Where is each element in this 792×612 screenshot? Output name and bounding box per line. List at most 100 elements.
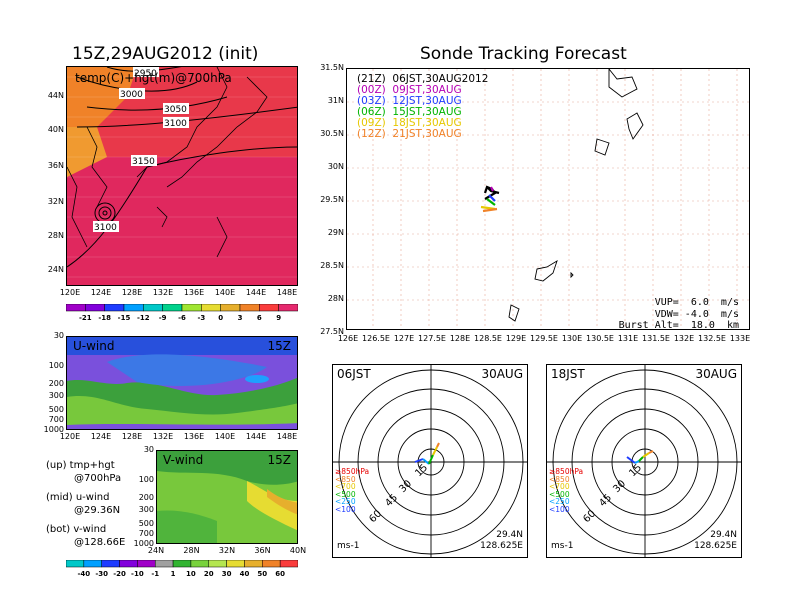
level-legend-item: <850 bbox=[335, 474, 356, 484]
main-y-tick: 29.5N bbox=[320, 195, 344, 204]
contour-label-3150: 3150 bbox=[132, 157, 155, 167]
u-wind-x-tick: 128E bbox=[121, 432, 143, 441]
main-x-tick: 131E bbox=[617, 334, 639, 343]
u-wind-y-tick: 100 bbox=[48, 361, 64, 370]
main-y-tick: 31.5N bbox=[320, 63, 344, 72]
temp-colorbar-swatch bbox=[66, 304, 86, 312]
wind-colorbar-label: 20 bbox=[204, 570, 214, 578]
temp-colorbar-swatch bbox=[123, 304, 144, 312]
level-legend-item: <250 bbox=[549, 497, 570, 506]
temp-colorbar-label: -21 bbox=[79, 314, 92, 322]
u-wind-x-tick: 132E bbox=[152, 432, 174, 441]
main-y-tick: 31N bbox=[327, 96, 344, 105]
wind-colorbar-label: 30 bbox=[222, 570, 232, 578]
main-x-tick: 128.5E bbox=[474, 334, 502, 343]
u-wind-label: U-wind bbox=[73, 339, 115, 353]
u-wind-y-tick: 700 bbox=[48, 415, 64, 424]
main-x-tick: 127.5E bbox=[418, 334, 446, 343]
main-x-tick: 128E bbox=[449, 334, 471, 343]
map700-y-tick: 24N bbox=[47, 265, 64, 274]
u-wind-y-tick: 30 bbox=[53, 331, 64, 340]
hodograph-segment bbox=[642, 452, 650, 458]
main-x-tick: 126E bbox=[337, 334, 359, 343]
hodograph-segment bbox=[414, 458, 424, 463]
wind-colorbar-label: 50 bbox=[257, 570, 267, 578]
temp-colorbar-swatch bbox=[220, 304, 241, 312]
level-legend-item: <500 bbox=[549, 489, 570, 499]
u-wind-panel: U-wind 15Z bbox=[66, 336, 298, 430]
polar-ring-label: 15 bbox=[413, 462, 430, 479]
contour-label-3000: 3000 bbox=[120, 90, 143, 100]
note-up-line2: @700hPa bbox=[74, 473, 122, 484]
v-wind-x-tick: 24N bbox=[147, 546, 165, 555]
temp-colorbar-label: -3 bbox=[197, 314, 205, 322]
main-y-tick: 29N bbox=[327, 228, 344, 237]
v-wind-y-tick: 1000 bbox=[133, 539, 154, 548]
polar-right-lon: 128.625E bbox=[694, 541, 737, 551]
v-wind-y-tick: 500 bbox=[138, 519, 154, 528]
main-y-tick: 28N bbox=[327, 294, 344, 303]
hodograph-segment bbox=[638, 456, 644, 462]
v-wind-x-tick: 36N bbox=[254, 546, 271, 555]
wind-colorbar: -40 -30 -20 -10 -1 1 10 20 30 40 50 60 bbox=[66, 560, 298, 578]
main-x-tick: 129.5E bbox=[530, 334, 558, 343]
level-legend-item: ≥850hPa bbox=[335, 467, 370, 476]
temp-colorbar-swatch bbox=[259, 304, 279, 312]
temp-colorbar-swatch bbox=[239, 304, 260, 312]
wind-colorbar-label: -40 bbox=[78, 570, 91, 578]
contour-label-3100-low: 3100 bbox=[94, 223, 117, 233]
map700-x-tick: 128E bbox=[121, 288, 143, 297]
main-x-tick: 132E bbox=[673, 334, 695, 343]
burst-alt-text: Burst Alt= 18.0 km bbox=[618, 320, 739, 330]
v-wind-y-tick: 100 bbox=[138, 475, 154, 484]
u-wind-x-tick: 144E bbox=[245, 432, 267, 441]
note-up-line1: (up) tmp+hgt bbox=[46, 460, 115, 471]
map700-label: temp(C)+hgt(m)@700hPa bbox=[75, 71, 232, 85]
map700-y-tick: 32N bbox=[47, 197, 64, 206]
wind-colorbar-label: 60 bbox=[275, 570, 285, 578]
polar-ring-label: 45 bbox=[597, 492, 614, 509]
level-legend-item: <700 bbox=[549, 482, 570, 491]
hodograph-segment bbox=[432, 446, 438, 456]
wind-colorbar-swatch bbox=[101, 560, 120, 568]
main-x-tick: 127E bbox=[393, 334, 415, 343]
polar-right-lat: 29.4N bbox=[710, 530, 737, 540]
main-y-tick: 30N bbox=[327, 162, 344, 171]
track-legend-item: (12Z) 21JST,30AUG bbox=[357, 128, 462, 140]
hodograph-segment bbox=[648, 450, 654, 454]
v-wind-label: V-wind bbox=[163, 453, 204, 467]
hodograph-segment bbox=[428, 454, 434, 465]
map700-x-tick: 148E bbox=[276, 288, 298, 297]
wind-colorbar-swatch bbox=[279, 560, 298, 568]
track-legend-item: (00Z) 09JST,30AUG bbox=[357, 84, 462, 96]
wind-colorbar-swatch bbox=[172, 560, 192, 568]
polar-panel-18jst: 15 30 45 60 18JST 30AUG ms-1 29.4N 128.625E… bbox=[546, 364, 742, 558]
polar-ring-label: 15 bbox=[627, 462, 644, 479]
wind-colorbar-label: -20 bbox=[113, 570, 126, 578]
wind-colorbar-swatch bbox=[244, 560, 263, 568]
wind-colorbar-swatch bbox=[208, 560, 227, 568]
main-y-tick: 28.5N bbox=[320, 261, 344, 270]
level-legend-item: <850 bbox=[549, 474, 570, 484]
u-wind-y-tick: 1000 bbox=[43, 425, 64, 434]
temp-colorbar-label: 6 bbox=[257, 314, 262, 322]
track-legend-item: (06Z) 15JST,30AUG bbox=[357, 106, 462, 118]
polar-ring-label: 45 bbox=[383, 492, 400, 509]
main-title: Sonde Tracking Forecast bbox=[420, 44, 627, 64]
v-wind-x-tick: 28N bbox=[183, 546, 200, 555]
temp-colorbar-swatch bbox=[201, 304, 221, 312]
polar-panel-06jst: 15 30 45 60 06JST 30AUG ms-1 29.4N 128.625E… bbox=[332, 364, 528, 558]
level-legend-item: ≥850hPa bbox=[549, 467, 584, 476]
temp-colorbar-swatch bbox=[278, 304, 298, 312]
wind-colorbar-label: -30 bbox=[95, 570, 108, 578]
hodograph-segment bbox=[422, 458, 430, 465]
main-y-tick: 27.5N bbox=[320, 327, 344, 336]
v-wind-y-tick: 200 bbox=[138, 493, 154, 502]
vup-text: VUP= 6.0 m/s bbox=[654, 297, 739, 308]
polar-right-time: 18JST bbox=[551, 367, 585, 381]
polar-ring-label: 60 bbox=[367, 508, 384, 525]
map700-x-tick: 132E bbox=[152, 288, 174, 297]
contour-label-2950: 2950 bbox=[134, 69, 157, 79]
polar-right-unit: ms-1 bbox=[551, 541, 574, 551]
temp-colorbar-swatch bbox=[143, 304, 163, 312]
